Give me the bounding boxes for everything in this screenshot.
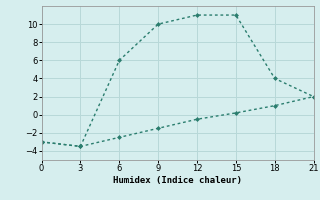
X-axis label: Humidex (Indice chaleur): Humidex (Indice chaleur) <box>113 176 242 185</box>
